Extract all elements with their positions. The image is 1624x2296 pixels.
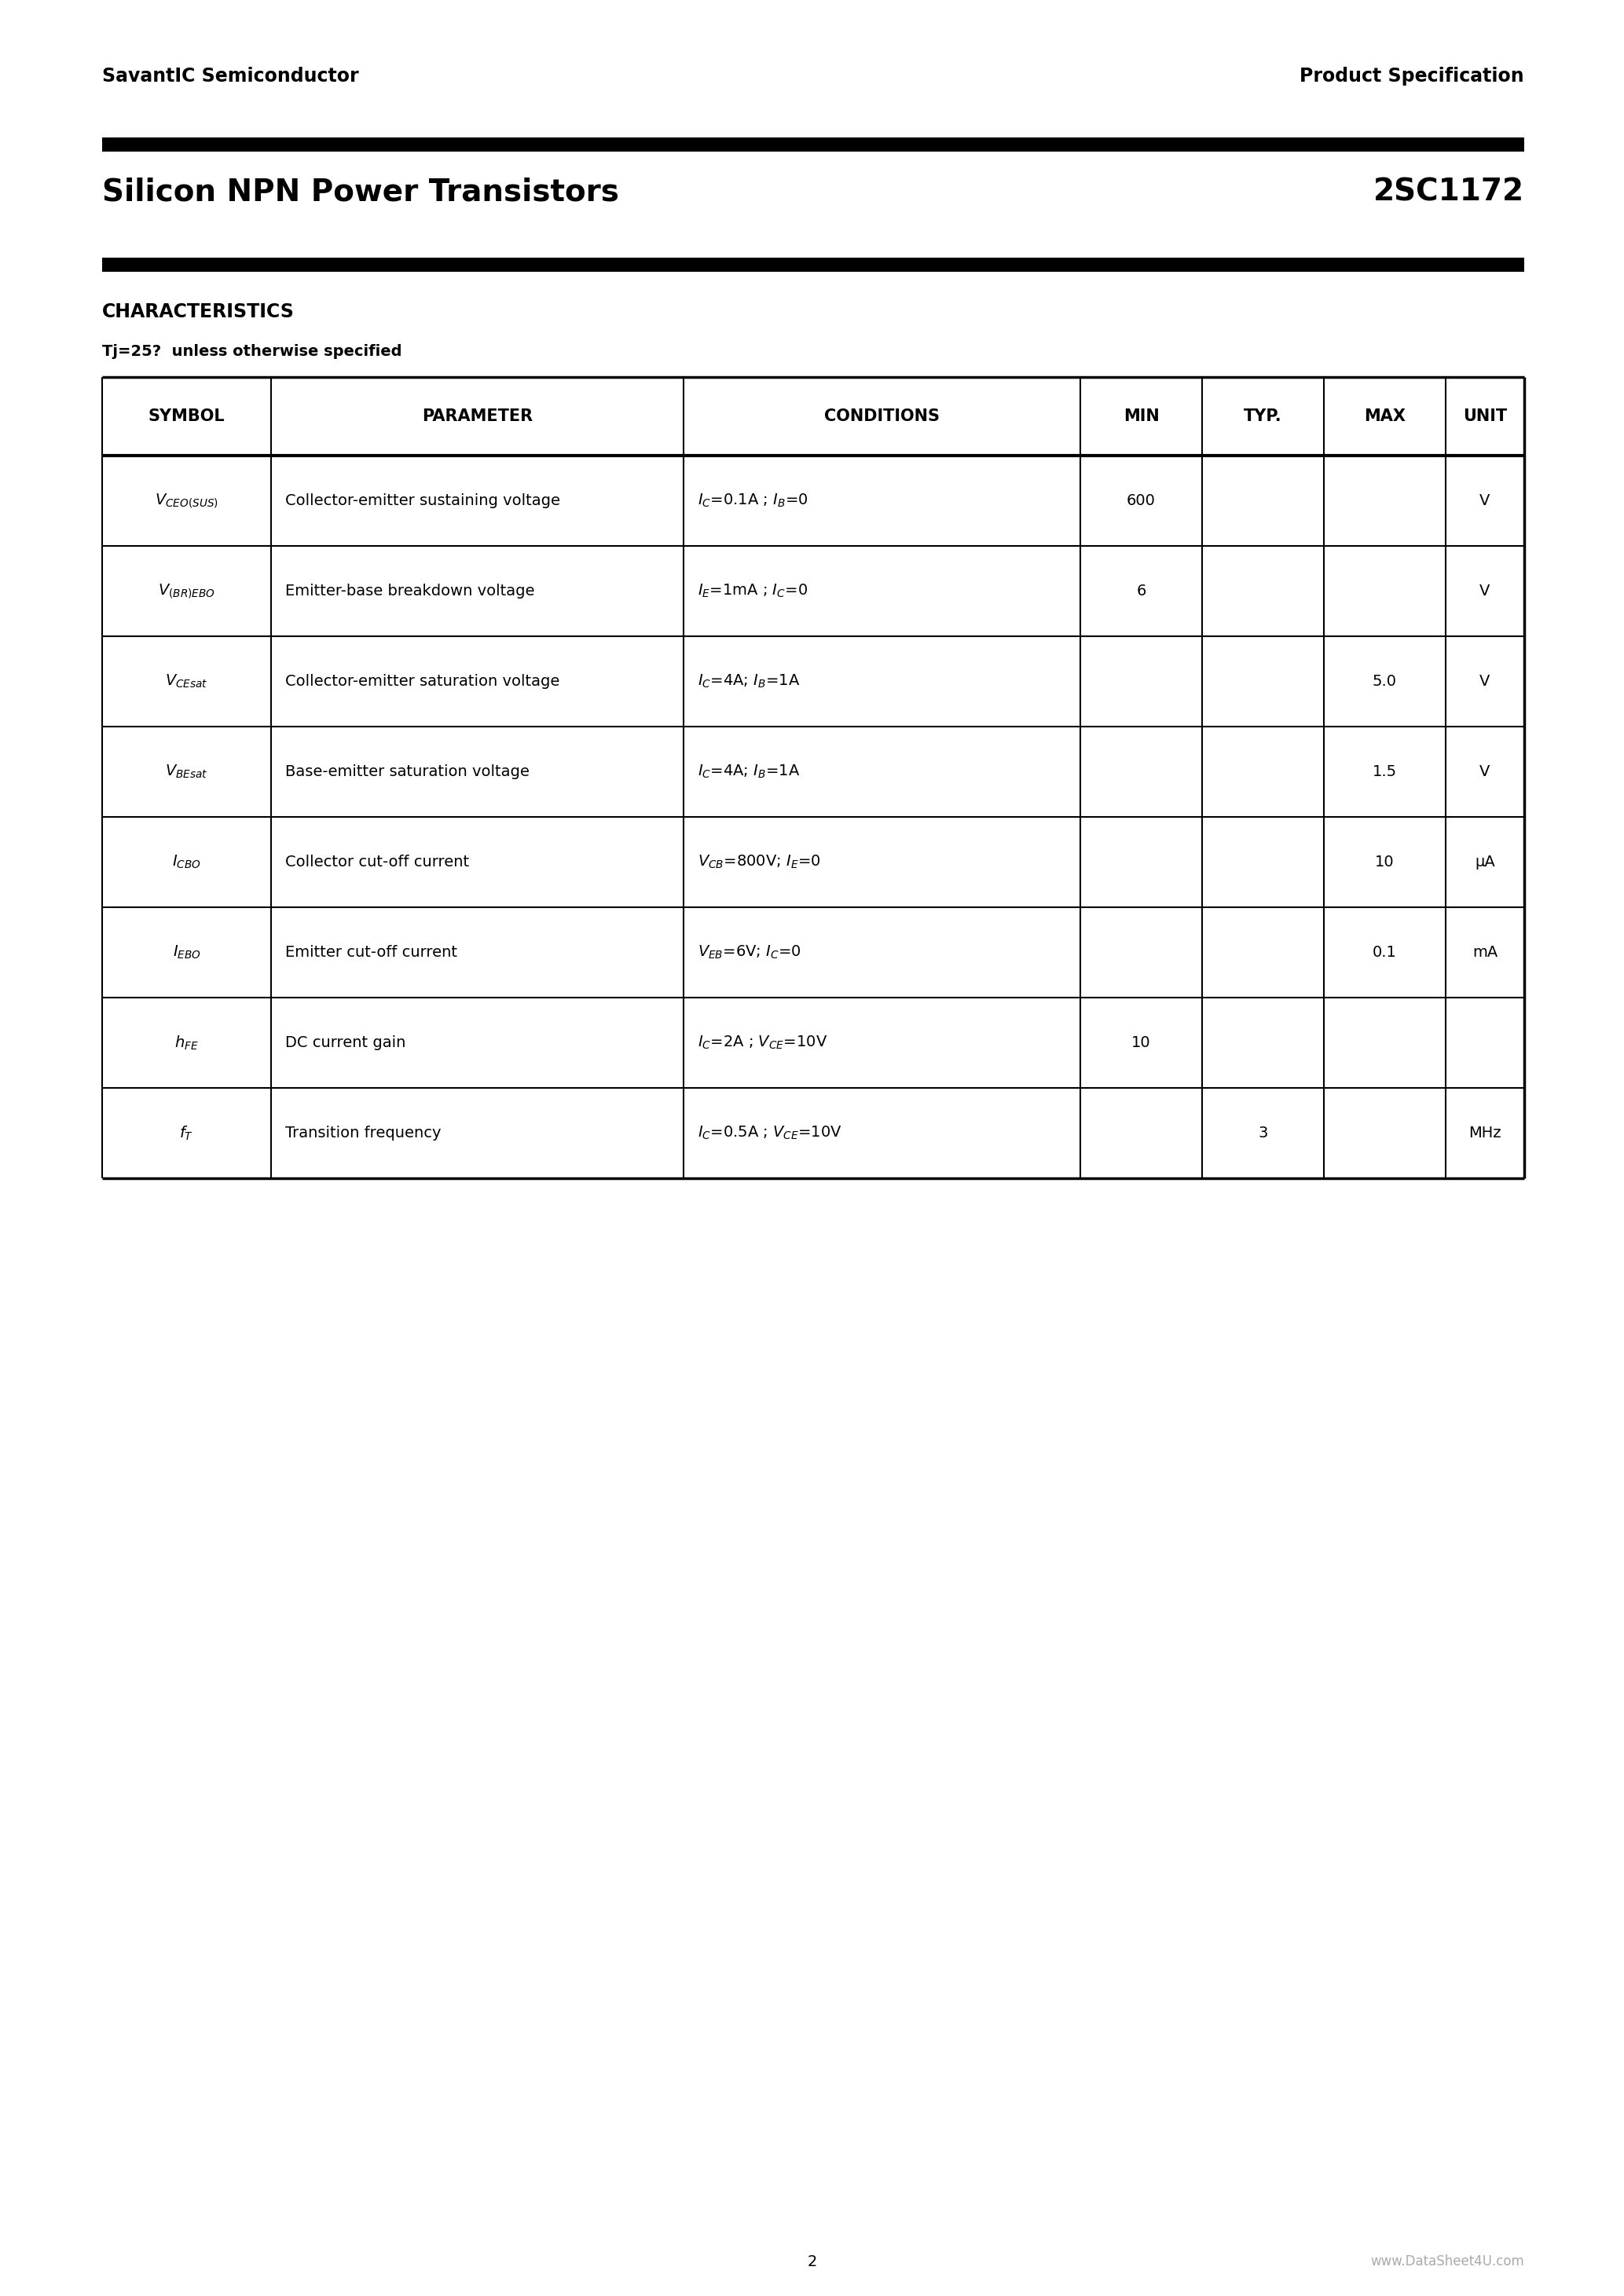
Text: Collector-emitter saturation voltage: Collector-emitter saturation voltage bbox=[286, 675, 560, 689]
Text: $V_{EB}$=6V; $I_C$=0: $V_{EB}$=6V; $I_C$=0 bbox=[698, 944, 801, 960]
Text: $I_C$=2A ; $V_{CE}$=10V: $I_C$=2A ; $V_{CE}$=10V bbox=[698, 1035, 828, 1052]
Text: 10: 10 bbox=[1132, 1035, 1151, 1049]
Text: $I_{EBO}$: $I_{EBO}$ bbox=[172, 944, 201, 960]
Text: Base-emitter saturation voltage: Base-emitter saturation voltage bbox=[286, 765, 529, 778]
Text: $I_C$=4A; $I_B$=1A: $I_C$=4A; $I_B$=1A bbox=[698, 673, 801, 689]
Text: V: V bbox=[1479, 494, 1491, 507]
Text: mA: mA bbox=[1473, 946, 1497, 960]
Text: $I_E$=1mA ; $I_C$=0: $I_E$=1mA ; $I_C$=0 bbox=[698, 583, 807, 599]
Text: $V_{(BR)EBO}$: $V_{(BR)EBO}$ bbox=[158, 583, 216, 599]
Text: $f_T$: $f_T$ bbox=[180, 1125, 193, 1141]
Text: MIN: MIN bbox=[1124, 409, 1160, 425]
Text: $I_C$=4A; $I_B$=1A: $I_C$=4A; $I_B$=1A bbox=[698, 762, 801, 781]
Text: Emitter-base breakdown voltage: Emitter-base breakdown voltage bbox=[286, 583, 534, 599]
Text: 2SC1172: 2SC1172 bbox=[1374, 177, 1525, 207]
Text: CONDITIONS: CONDITIONS bbox=[823, 409, 940, 425]
Text: 10: 10 bbox=[1376, 854, 1395, 870]
Text: Tj=25?  unless otherwise specified: Tj=25? unless otherwise specified bbox=[102, 344, 401, 358]
Bar bbox=[102, 138, 1525, 152]
Text: V: V bbox=[1479, 583, 1491, 599]
Text: TYP.: TYP. bbox=[1244, 409, 1281, 425]
Bar bbox=[102, 257, 1525, 271]
Text: 1.5: 1.5 bbox=[1372, 765, 1397, 778]
Text: 5.0: 5.0 bbox=[1372, 675, 1397, 689]
Text: 2: 2 bbox=[807, 2255, 817, 2268]
Text: $V_{CEO(SUS)}$: $V_{CEO(SUS)}$ bbox=[154, 491, 219, 510]
Text: Collector-emitter sustaining voltage: Collector-emitter sustaining voltage bbox=[286, 494, 560, 507]
Text: V: V bbox=[1479, 675, 1491, 689]
Text: PARAMETER: PARAMETER bbox=[422, 409, 533, 425]
Text: Emitter cut-off current: Emitter cut-off current bbox=[286, 946, 458, 960]
Text: SYMBOL: SYMBOL bbox=[148, 409, 226, 425]
Text: DC current gain: DC current gain bbox=[286, 1035, 406, 1049]
Text: $I_C$=0.5A ; $V_{CE}$=10V: $I_C$=0.5A ; $V_{CE}$=10V bbox=[698, 1125, 843, 1141]
Text: $V_{CEsat}$: $V_{CEsat}$ bbox=[166, 673, 208, 689]
Text: V: V bbox=[1479, 765, 1491, 778]
Text: CHARACTERISTICS: CHARACTERISTICS bbox=[102, 303, 294, 321]
Text: Transition frequency: Transition frequency bbox=[286, 1125, 442, 1141]
Text: $I_C$=0.1A ; $I_B$=0: $I_C$=0.1A ; $I_B$=0 bbox=[698, 491, 809, 510]
Text: UNIT: UNIT bbox=[1463, 409, 1507, 425]
Text: SavantIC Semiconductor: SavantIC Semiconductor bbox=[102, 67, 359, 85]
Text: 0.1: 0.1 bbox=[1372, 946, 1397, 960]
Text: $V_{CB}$=800V; $I_E$=0: $V_{CB}$=800V; $I_E$=0 bbox=[698, 854, 820, 870]
Text: Collector cut-off current: Collector cut-off current bbox=[286, 854, 469, 870]
Text: MHz: MHz bbox=[1468, 1125, 1501, 1141]
Text: 6: 6 bbox=[1137, 583, 1147, 599]
Text: $h_{FE}$: $h_{FE}$ bbox=[174, 1033, 198, 1052]
Text: www.DataSheet4U.com: www.DataSheet4U.com bbox=[1371, 2255, 1525, 2268]
Text: 3: 3 bbox=[1259, 1125, 1268, 1141]
Text: Product Specification: Product Specification bbox=[1299, 67, 1525, 85]
Text: $I_{CBO}$: $I_{CBO}$ bbox=[172, 854, 201, 870]
Text: $V_{BEsat}$: $V_{BEsat}$ bbox=[166, 762, 208, 781]
Text: μA: μA bbox=[1475, 854, 1496, 870]
Text: Silicon NPN Power Transistors: Silicon NPN Power Transistors bbox=[102, 177, 619, 207]
Text: 600: 600 bbox=[1127, 494, 1156, 507]
Text: MAX: MAX bbox=[1364, 409, 1406, 425]
